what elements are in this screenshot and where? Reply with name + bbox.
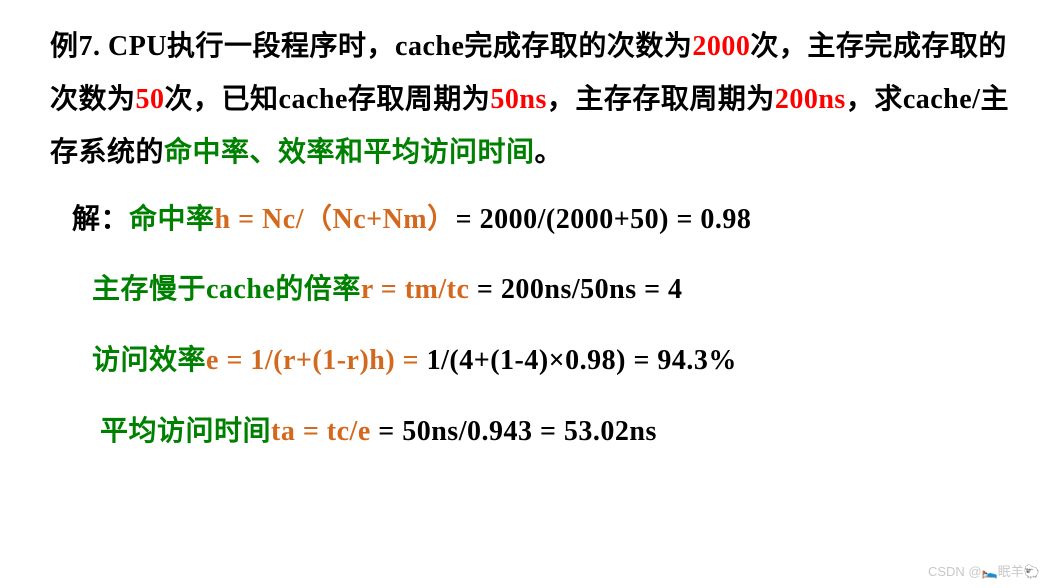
calc-hit-rate: = 2000/(2000+50) = 0.98 bbox=[456, 204, 752, 235]
text-segment: 次，已知cache存取周期为 bbox=[165, 84, 491, 115]
solution-line-efficiency: 访问效率e = 1/(r+(1-r)h) = 1/(4+(1-4)×0.98) … bbox=[92, 339, 1016, 384]
problem-statement: 例7. CPU执行一段程序时，cache完成存取的次数为2000次，主存完成存取… bbox=[50, 20, 1016, 180]
formula-hit-rate: h = Nc/（Nc+Nm） bbox=[215, 204, 456, 235]
calc-efficiency: 1/(4+(1-4)×0.98) = 94.3% bbox=[427, 345, 737, 376]
solution-line-hit-rate: 解：命中率h = Nc/（Nc+Nm）= 2000/(2000+50) = 0.… bbox=[72, 198, 1016, 243]
text-segment: 。 bbox=[535, 137, 564, 168]
formula-efficiency: e = 1/(r+(1-r)h) = bbox=[206, 345, 427, 376]
solution-line-ratio: 主存慢于cache的倍率r = tm/tc = 200ns/50ns = 4 bbox=[92, 268, 1016, 313]
text-segment: 例7. CPU执行一段程序时，cache完成存取的次数为 bbox=[50, 31, 692, 62]
value-tc: 50ns bbox=[490, 84, 546, 115]
question-targets: 命中率、效率和平均访问时间 bbox=[164, 137, 535, 168]
solution-block: 解：命中率h = Nc/（Nc+Nm）= 2000/(2000+50) = 0.… bbox=[50, 198, 1016, 455]
term-avg-time: 平均访问时间 bbox=[100, 416, 271, 447]
solution-line-avg-time: 平均访问时间ta = tc/e = 50ns/0.943 = 53.02ns bbox=[100, 410, 1016, 455]
value-mem-hits: 50 bbox=[136, 84, 165, 115]
term-efficiency: 访问效率 bbox=[92, 345, 206, 376]
text-segment: ，主存存取周期为 bbox=[547, 84, 775, 115]
calc-ratio: = 200ns/50ns = 4 bbox=[469, 274, 682, 305]
value-cache-hits: 2000 bbox=[692, 31, 750, 62]
term-hit-rate: 命中率 bbox=[129, 204, 215, 235]
value-tm: 200ns bbox=[775, 84, 846, 115]
label-solution: 解： bbox=[72, 204, 129, 235]
formula-ratio: r = tm/tc bbox=[361, 274, 470, 305]
watermark: CSDN @🛌眠羊🐑 bbox=[928, 561, 1040, 580]
calc-avg-time: = 50ns/0.943 = 53.02ns bbox=[371, 416, 657, 447]
formula-avg-time: ta = tc/e bbox=[271, 416, 371, 447]
problem-document: 例7. CPU执行一段程序时，cache完成存取的次数为2000次，主存完成存取… bbox=[0, 0, 1056, 475]
term-ratio: 主存慢于cache的倍率 bbox=[92, 274, 361, 305]
